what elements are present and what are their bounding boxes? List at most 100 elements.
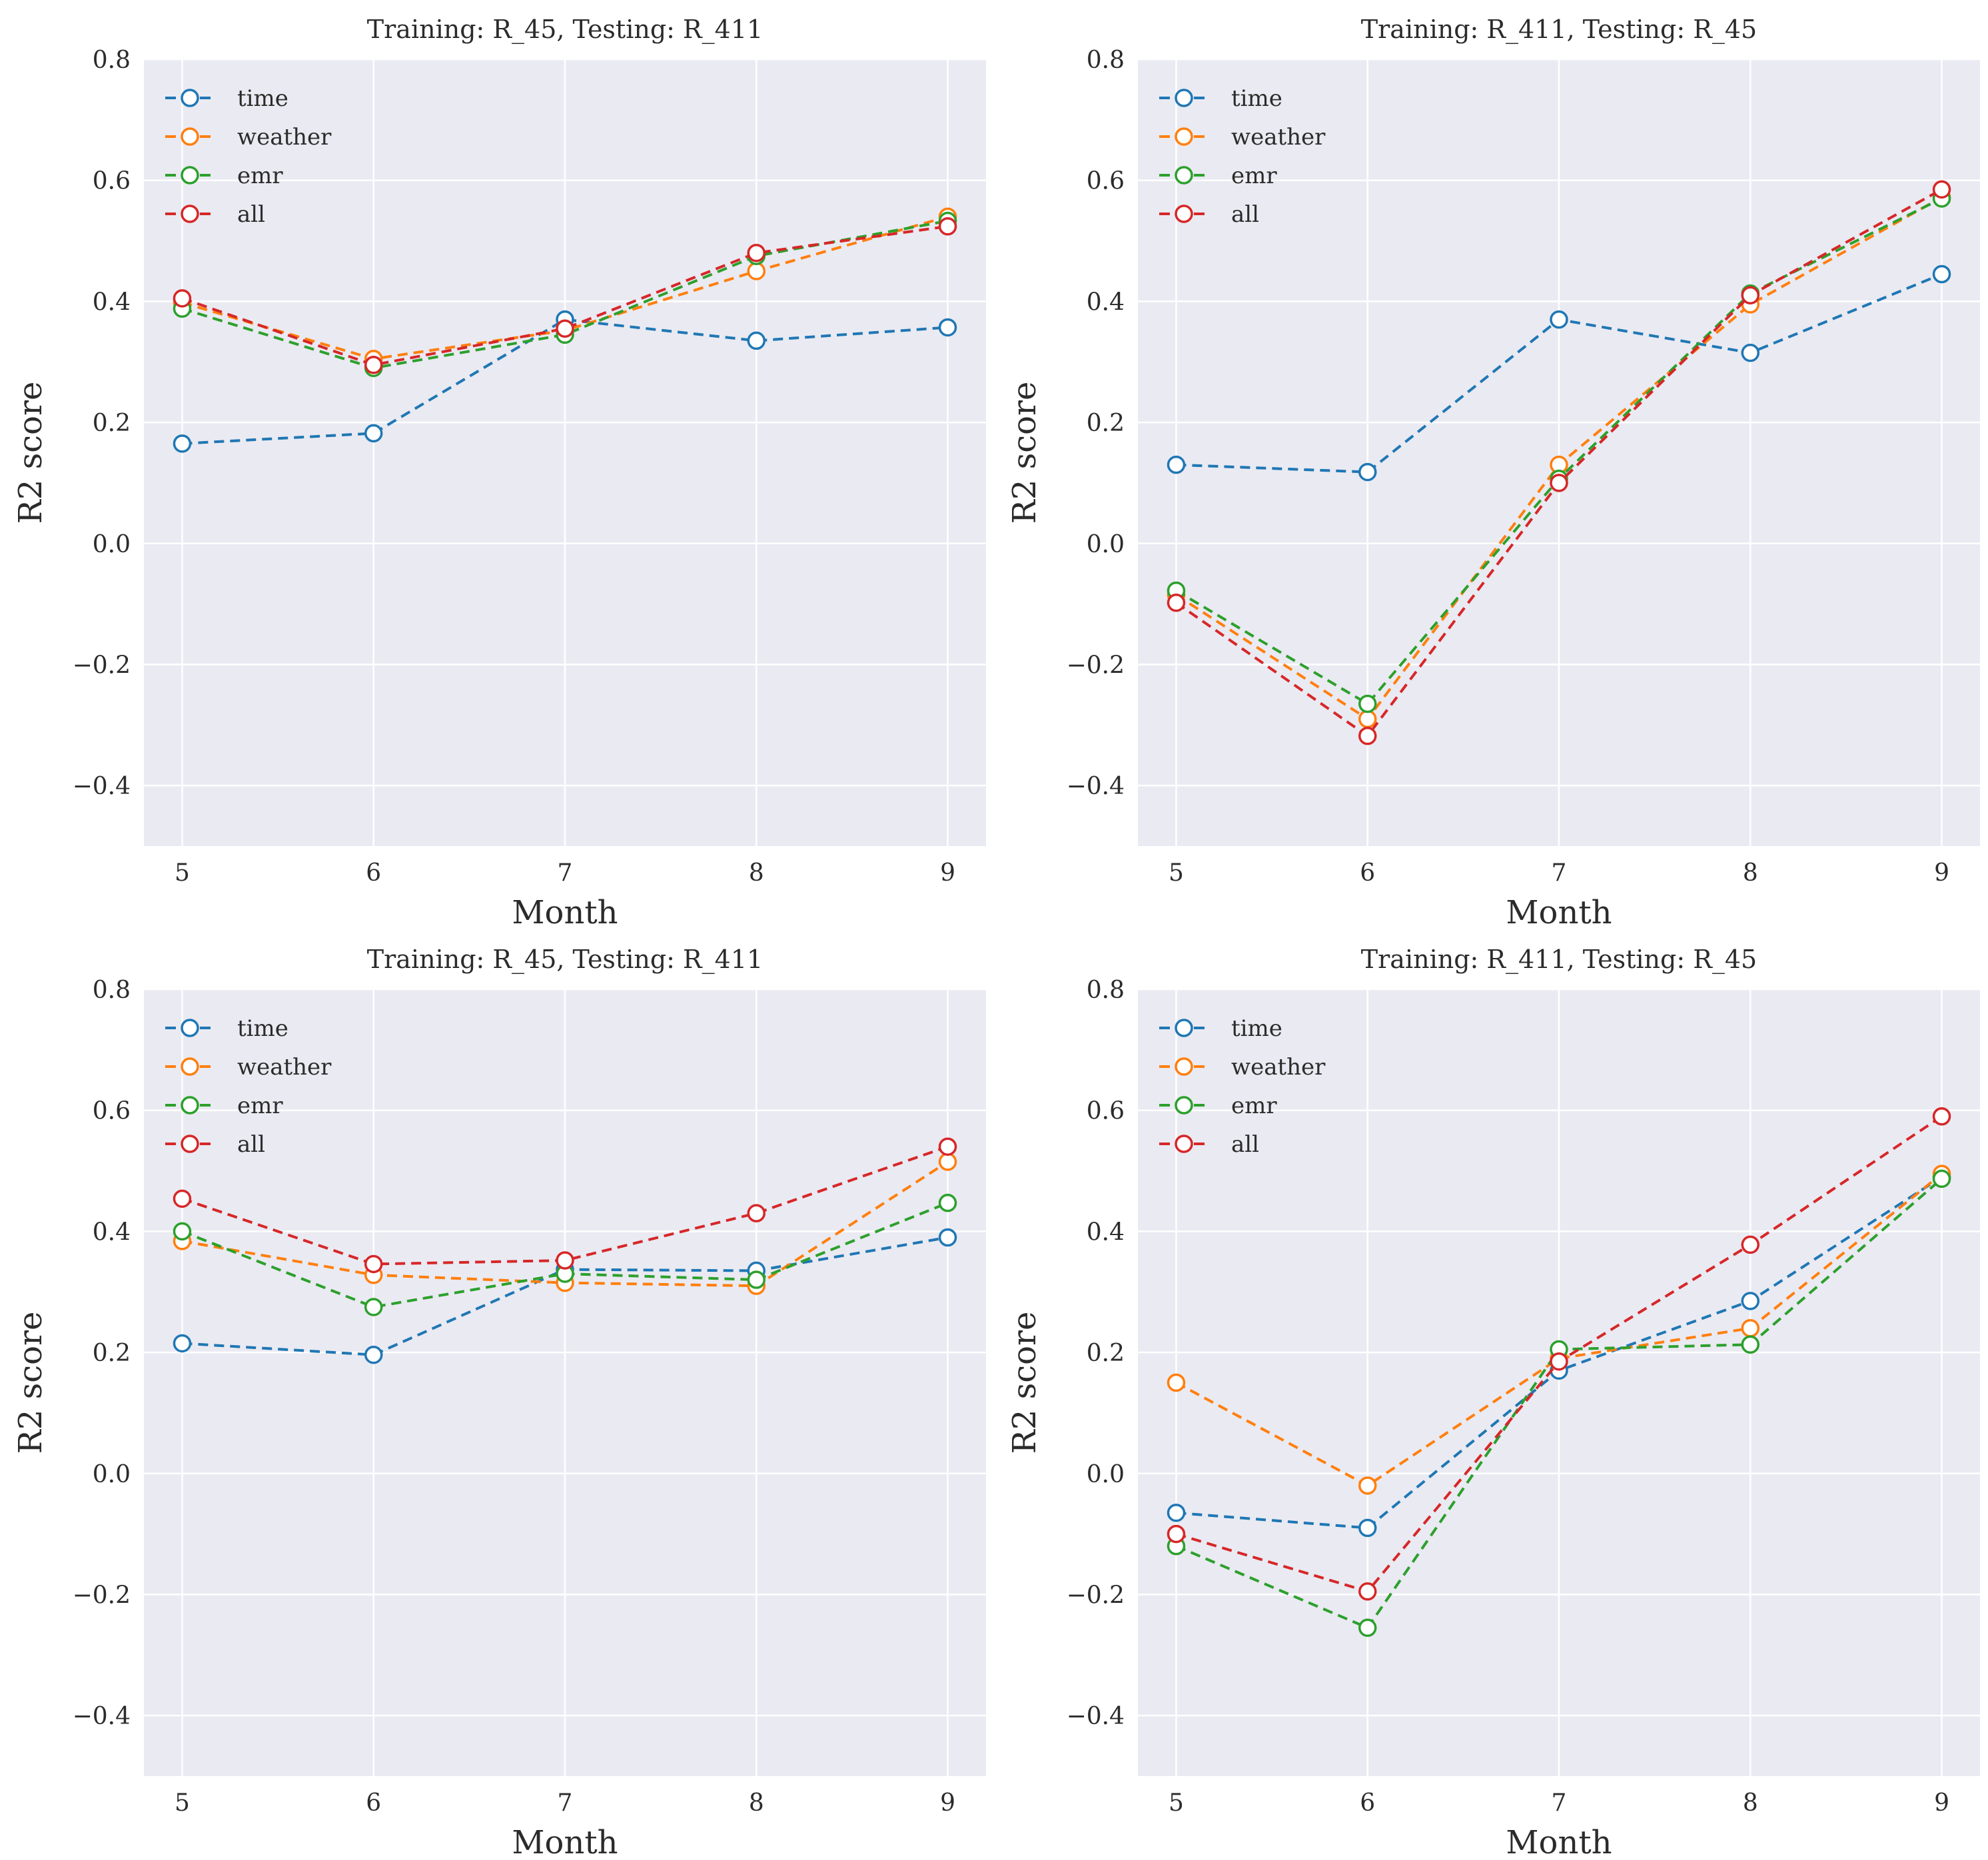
legend-label-emr: emr — [237, 1093, 283, 1119]
x-axis-label: Month — [512, 894, 618, 930]
data-point-emr — [747, 1270, 766, 1289]
data-point-time — [1167, 455, 1186, 474]
x-tick-label: 7 — [558, 1789, 573, 1817]
legend-marker-icon — [181, 1135, 199, 1153]
x-axis-label: Month — [1506, 1824, 1612, 1860]
chart-bottom-left: 5 6 7 8 9 0.8 0.6 0.4 0.2 0.0 −0.2 −0.4 Training: R_… — [12, 945, 986, 1860]
legend-marker-icon — [1175, 205, 1193, 223]
x-tick-label: 8 — [1743, 859, 1758, 887]
y-tick-label: 0.2 — [93, 1340, 131, 1367]
x-tick-label: 9 — [1934, 1789, 1949, 1817]
legend-label-time: time — [1231, 1015, 1282, 1042]
legend-label-all: all — [237, 1131, 265, 1158]
legend-marker-icon — [181, 205, 199, 223]
data-point-time — [1741, 1292, 1760, 1310]
data-point-all — [173, 289, 192, 308]
y-tick-label: 0.8 — [93, 977, 131, 1004]
legend-marker-icon — [181, 1019, 199, 1037]
data-point-all — [1358, 1582, 1377, 1601]
data-point-time — [938, 1228, 957, 1247]
data-point-all — [1932, 1107, 1951, 1126]
legend-label-weather: weather — [1231, 1054, 1326, 1081]
y-tick-label: 0.4 — [1087, 1218, 1125, 1246]
data-point-all — [1932, 180, 1951, 199]
chart-top-right: 5 6 7 8 9 0.8 0.6 0.4 0.2 0.0 −0.2 −0.4 Training: R_… — [1006, 15, 1980, 930]
legend-marker-icon — [1175, 127, 1193, 146]
x-tick-label: 6 — [366, 859, 381, 887]
data-point-all — [1550, 1352, 1568, 1371]
chart-bottom-right: 5 6 7 8 9 0.8 0.6 0.4 0.2 0.0 −0.2 −0.4 Training: R_… — [1006, 945, 1980, 1860]
data-point-all — [1358, 726, 1377, 745]
legend-marker-icon — [1175, 1057, 1193, 1076]
x-axis-label: Month — [512, 1824, 618, 1860]
data-point-all — [1741, 1235, 1760, 1254]
y-tick-label: 0.6 — [1087, 1098, 1125, 1125]
data-point-all — [556, 1251, 574, 1270]
legend-marker-icon — [181, 1096, 199, 1115]
x-tick-label: 9 — [940, 859, 955, 887]
y-tick-label: 0.0 — [1087, 531, 1125, 558]
x-tick-label: 9 — [1934, 859, 1949, 887]
y-tick-label: 0.6 — [93, 168, 131, 195]
data-point-time — [1932, 264, 1951, 284]
legend-label-time: time — [237, 1015, 288, 1042]
y-tick-label: 0.2 — [93, 410, 131, 437]
y-axis-label: R2 score — [1006, 382, 1043, 524]
y-tick-label: −0.4 — [1067, 773, 1125, 800]
y-tick-label: −0.4 — [73, 773, 131, 800]
data-point-weather — [938, 1153, 957, 1171]
data-point-time — [364, 424, 383, 443]
legend-label-time: time — [237, 85, 288, 112]
legend-label-time: time — [1231, 85, 1282, 112]
legend-marker-icon — [1175, 1135, 1193, 1153]
x-tick-label: 8 — [1743, 1789, 1758, 1817]
legend-label-all: all — [237, 201, 265, 228]
data-point-all — [1550, 474, 1568, 492]
data-point-time — [173, 1334, 192, 1353]
data-point-all — [938, 1137, 957, 1156]
data-point-all — [938, 217, 957, 236]
y-tick-label: 0.6 — [1087, 168, 1125, 195]
legend-marker-icon — [181, 1057, 199, 1076]
data-point-time — [1358, 1518, 1377, 1538]
data-point-time — [938, 318, 957, 337]
x-tick-label: 8 — [749, 1789, 764, 1817]
data-point-all — [1167, 1524, 1186, 1544]
series-line-weather — [1175, 1172, 1943, 1488]
y-tick-label: 0.6 — [93, 1098, 131, 1125]
y-tick-label: 0.8 — [1087, 47, 1125, 74]
y-axis-label: R2 score — [12, 1312, 49, 1454]
chart-title: Training: R_411, Testing: R_45 — [1361, 15, 1757, 45]
data-point-weather — [1358, 1476, 1377, 1495]
data-point-emr — [1932, 1169, 1951, 1188]
y-axis-label: R2 score — [1006, 1312, 1043, 1454]
y-tick-label: 0.2 — [1087, 1340, 1125, 1367]
y-tick-label: 0.0 — [1087, 1461, 1125, 1488]
data-point-all — [1167, 594, 1186, 612]
data-point-all — [173, 1189, 192, 1208]
data-point-time — [1741, 343, 1760, 362]
x-tick-label: 5 — [1169, 1789, 1184, 1817]
chart-top-left: 5 6 7 8 9 0.8 0.6 0.4 0.2 0.0 −0.2 −0.4 Training: R_… — [12, 15, 986, 930]
y-tick-label: 0.2 — [1087, 410, 1125, 437]
data-point-weather — [747, 262, 766, 280]
y-tick-label: 0.0 — [93, 1461, 131, 1488]
legend-label-all: all — [1231, 1131, 1259, 1158]
x-tick-label: 6 — [1360, 1789, 1375, 1817]
legend-marker-icon — [181, 127, 199, 146]
x-tick-label: 8 — [749, 859, 764, 887]
data-point-emr — [364, 1298, 383, 1316]
data-point-all — [747, 243, 766, 262]
y-axis-label: R2 score — [12, 382, 49, 524]
y-tick-label: −0.2 — [1067, 652, 1125, 679]
legend-label-emr: emr — [1231, 1093, 1277, 1119]
chart-title: Training: R_45, Testing: R_411 — [367, 15, 763, 45]
y-tick-label: 0.0 — [93, 531, 131, 558]
data-point-all — [556, 319, 574, 338]
x-tick-label: 5 — [1169, 859, 1184, 887]
y-tick-label: 0.4 — [1087, 288, 1125, 316]
legend-marker-icon — [1175, 1096, 1193, 1115]
legend-marker-icon — [181, 166, 199, 185]
x-tick-label: 5 — [175, 859, 190, 887]
